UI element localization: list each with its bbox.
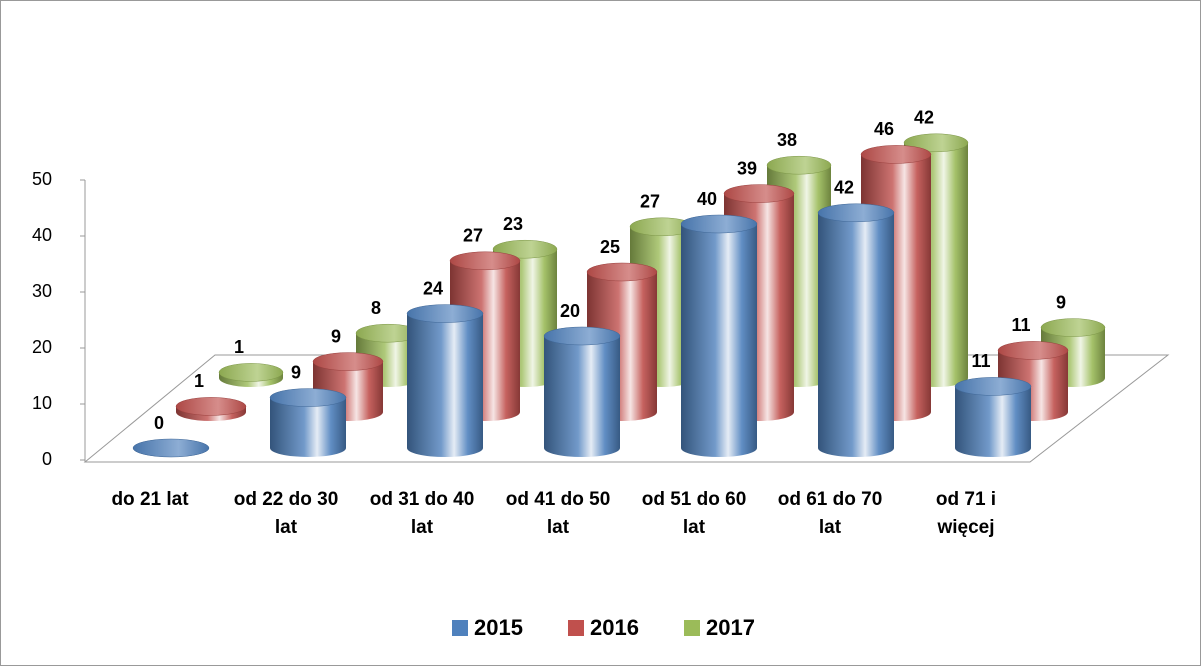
data-label: 9 <box>331 326 341 346</box>
y-tick-label: 50 <box>32 169 52 189</box>
cylinder-top <box>449 251 521 271</box>
x-tick-label: od 61 do 70 lat <box>777 489 883 538</box>
data-label: 23 <box>503 214 523 234</box>
y-tick-label: 40 <box>32 225 52 245</box>
data-label: 27 <box>463 226 483 246</box>
y-tick-label: 10 <box>32 393 52 413</box>
data-label: 40 <box>697 189 717 209</box>
cylinder-top <box>817 203 895 223</box>
cylinder-top <box>903 133 969 153</box>
data-label: 24 <box>423 278 443 298</box>
x-tick-label: od 51 do 60 lat <box>641 489 747 538</box>
data-label: 27 <box>640 192 660 212</box>
x-tick-label: od 41 do 50 lat <box>505 489 611 538</box>
legend-item: 2017 <box>684 615 755 641</box>
cylinder-top <box>723 184 795 203</box>
cylinder-top <box>492 239 558 259</box>
cylinder-top <box>954 377 1032 396</box>
data-label: 1 <box>194 371 204 391</box>
y-tick-label: 20 <box>32 337 52 357</box>
data-label: 11 <box>971 351 990 371</box>
cylinder <box>270 397 346 457</box>
data-label: 39 <box>737 158 757 178</box>
cylinder <box>955 386 1031 457</box>
cylinder <box>544 336 620 457</box>
legend-swatch <box>684 620 700 636</box>
cylinder-top <box>997 341 1069 360</box>
legend-label: 2016 <box>590 615 639 640</box>
x-tick-label: od 31 do 40 lat <box>369 489 475 538</box>
cylinder <box>681 224 757 457</box>
cylinder-top <box>312 352 384 371</box>
cylinder-top <box>132 438 210 458</box>
cylinder-top <box>586 262 658 282</box>
legend-item: 2015 <box>452 615 523 641</box>
legend-item: 2016 <box>568 615 639 641</box>
cylinder <box>407 313 483 457</box>
data-label: 46 <box>874 119 894 139</box>
data-label: 1 <box>234 337 244 357</box>
x-tick-label: od 22 do 30 lat <box>233 489 339 538</box>
cylinder-top <box>218 363 284 382</box>
cylinder-top <box>1040 318 1106 337</box>
cylinder-top <box>680 214 758 234</box>
y-tick-label: 30 <box>32 281 52 301</box>
cylinder-top <box>175 397 247 416</box>
y-tick-label: 0 <box>42 449 52 469</box>
cylinder-top <box>269 388 347 407</box>
data-label: 9 <box>1056 292 1066 312</box>
cylinder-top <box>543 326 621 346</box>
x-tick-label: od 71 i więcej <box>935 489 997 538</box>
data-label: 11 <box>1011 315 1030 335</box>
data-label: 20 <box>560 301 580 321</box>
data-label: 0 <box>154 413 164 433</box>
legend-label: 2017 <box>706 615 755 640</box>
legend-label: 2015 <box>474 615 523 640</box>
cylinder-top <box>860 145 932 164</box>
data-label: 38 <box>777 130 797 150</box>
cylinder <box>818 212 894 457</box>
cylinder-top <box>766 155 832 175</box>
data-label: 42 <box>834 178 854 198</box>
x-tick-label: do 21 lat <box>111 489 189 510</box>
data-label: 8 <box>371 298 381 318</box>
legend-swatch <box>452 620 468 636</box>
data-label: 42 <box>914 108 934 128</box>
data-label: 25 <box>600 237 620 257</box>
legend-swatch <box>568 620 584 636</box>
floor <box>83 354 1170 463</box>
cylinder-top <box>406 304 484 323</box>
data-label: 9 <box>291 362 301 382</box>
